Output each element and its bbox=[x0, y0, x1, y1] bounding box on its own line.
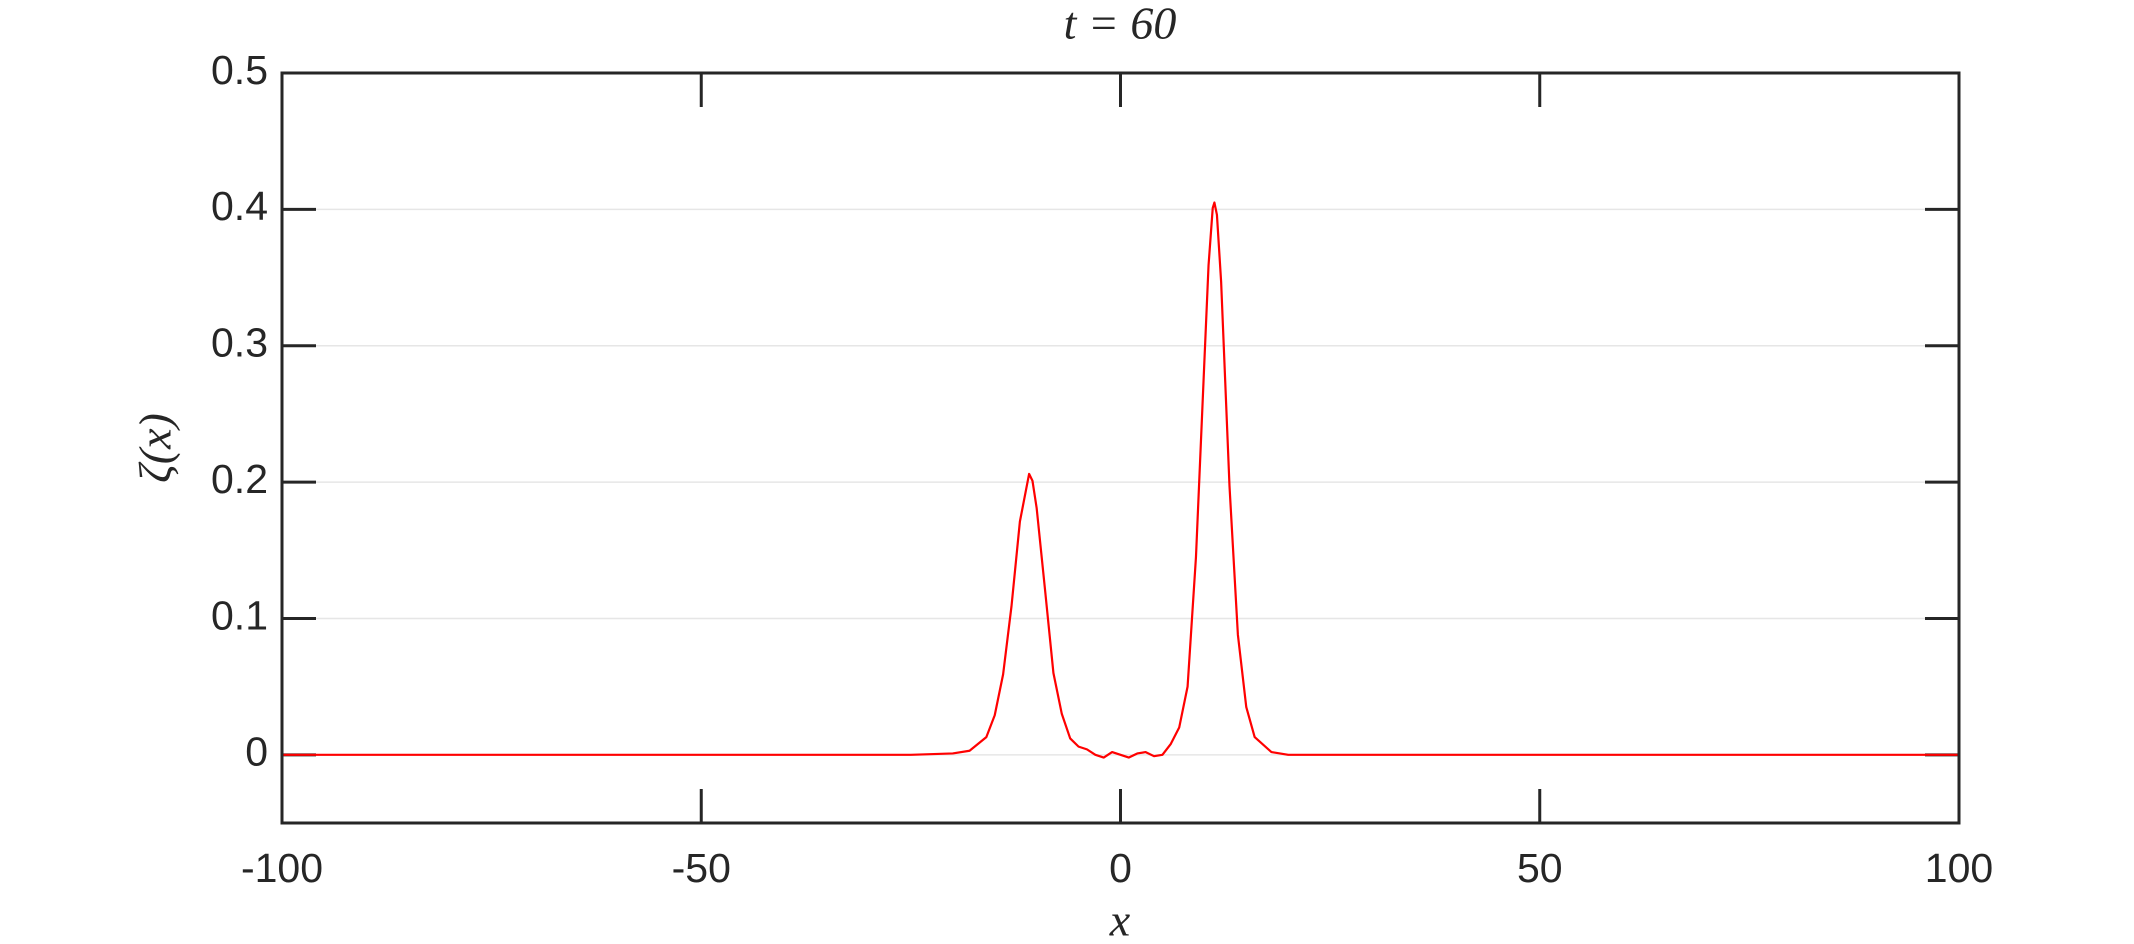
y-tick-label: 0.5 bbox=[211, 47, 268, 93]
x-axis-label: x bbox=[1109, 895, 1131, 944]
x-tick-label: -50 bbox=[672, 845, 731, 891]
y-axis-label: ζ(x) bbox=[130, 413, 181, 483]
y-tick-label: 0.2 bbox=[211, 456, 268, 502]
x-tick-label: -100 bbox=[241, 845, 323, 891]
y-tick-label: 0.3 bbox=[211, 320, 268, 366]
chart-title: t = 60 bbox=[1064, 0, 1177, 49]
y-tick-label: 0 bbox=[245, 729, 268, 775]
x-tick-label: 0 bbox=[1109, 845, 1132, 891]
plot-frame bbox=[280, 71, 1961, 825]
data-line bbox=[282, 201, 1959, 759]
y-tick-label: 0.1 bbox=[211, 592, 268, 638]
y-tick-label: 0.4 bbox=[211, 183, 268, 229]
x-tick-label: 50 bbox=[1517, 845, 1563, 891]
x-tick-label: 100 bbox=[1925, 845, 1993, 891]
